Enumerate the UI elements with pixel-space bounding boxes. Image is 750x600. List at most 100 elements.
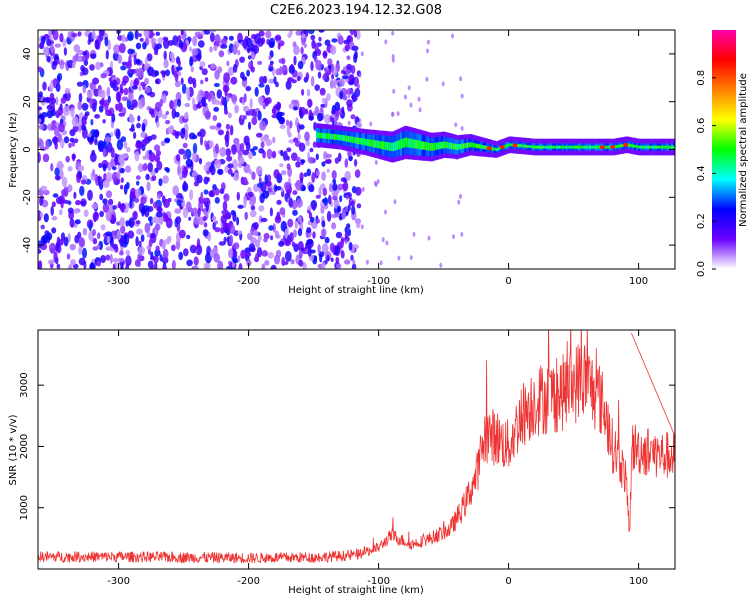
signal-core [532,145,535,149]
noise-speckle [42,81,47,91]
noise-speckle [319,87,326,96]
noise-speckle [111,113,116,123]
signal-core [411,139,414,149]
signal-core [618,144,621,148]
noise-speckle [273,254,281,265]
noise-speckle [258,83,265,88]
noise-speckle [310,216,315,223]
noise-speckle [59,103,63,111]
noise-speckle [199,61,206,68]
noise-speckle [182,153,187,160]
noise-speckle [154,249,161,257]
noise-speckle [73,191,77,199]
noise-speckle [129,127,135,132]
noise-speckle [139,37,144,42]
noise-speckle [230,210,236,216]
noise-speckle [127,230,135,239]
noise-speckle [293,55,297,66]
noise-speckle [340,177,347,183]
noise-speckle [254,33,261,45]
noise-speckle [143,30,150,38]
noise-speckle [128,217,135,229]
noise-speckle [350,254,354,261]
signal-core [579,145,582,149]
snr-y-axis-label: SNR (10 * v/v) [8,414,19,485]
noise-speckle [157,205,162,214]
noise-speckle [216,122,222,128]
noise-speckle [264,84,270,96]
noise-speckle [291,241,296,247]
signal-hot-spot [610,145,616,150]
signal-core [366,139,370,146]
noise-speckle [145,173,150,181]
noise-speckle [242,180,249,186]
signal-hot-spot [599,145,605,150]
noise-speckle [70,259,76,266]
noise-speckle [318,30,325,33]
noise-speckle [198,216,205,225]
noise-speckle [311,172,316,183]
signal-core [637,145,641,149]
signal-core [536,145,539,149]
noise-speckle [268,55,272,61]
noise-speckle [306,239,314,245]
noise-speckle [258,148,265,154]
noise-speckle [91,203,99,210]
noise-speckle [236,216,240,226]
noise-speckle [333,78,337,89]
noise-speckle [307,30,315,35]
noise-speckle [50,125,55,131]
signal-core [540,145,543,149]
noise-speckle [155,31,161,36]
noise-speckle [353,159,358,167]
noise-speckle [140,96,145,107]
noise-speckle [425,76,429,82]
noise-speckle [144,222,151,234]
noise-speckle [107,198,114,206]
signal-core [593,145,596,149]
noise-speckle [251,171,256,180]
signal-core [318,132,321,139]
noise-speckle [162,175,169,184]
noise-speckle [310,34,316,41]
noise-speckle [176,154,181,162]
noise-speckle [121,96,129,102]
colorbar-tick-label: 0.4 [696,165,707,181]
noise-speckle [384,209,387,215]
signal-core [322,132,325,139]
noise-speckle [178,251,184,261]
colorbar-label: Normalized spectral amplitude [738,73,749,227]
noise-speckle [287,132,292,138]
noise-speckle [121,34,126,43]
signal-core [437,142,440,150]
x-tick-label: -300 [107,576,130,587]
signal-hot-spot [512,143,518,148]
noise-speckle [92,102,97,113]
noise-speckle [321,228,326,238]
noise-speckle [125,165,132,173]
signal-core [565,145,568,149]
noise-speckle [51,216,58,221]
noise-speckle [97,89,104,98]
noise-speckle [324,236,330,244]
signal-core [511,143,514,147]
signal-core [472,142,475,148]
noise-speckle [77,31,82,37]
signal-core [548,145,551,149]
noise-speckle [260,141,265,149]
noise-speckle [306,227,312,234]
noise-speckle [193,181,199,187]
noise-speckle [318,36,322,42]
signal-core [454,143,457,150]
noise-speckle [178,40,184,49]
signal-core [372,140,375,148]
noise-speckle [300,159,306,164]
noise-speckle [313,121,317,131]
signal-core [528,145,531,148]
noise-speckle [257,110,262,121]
noise-speckle [331,222,337,230]
signal-core [396,141,399,150]
noise-speckle [87,189,93,201]
signal-core [361,138,364,145]
